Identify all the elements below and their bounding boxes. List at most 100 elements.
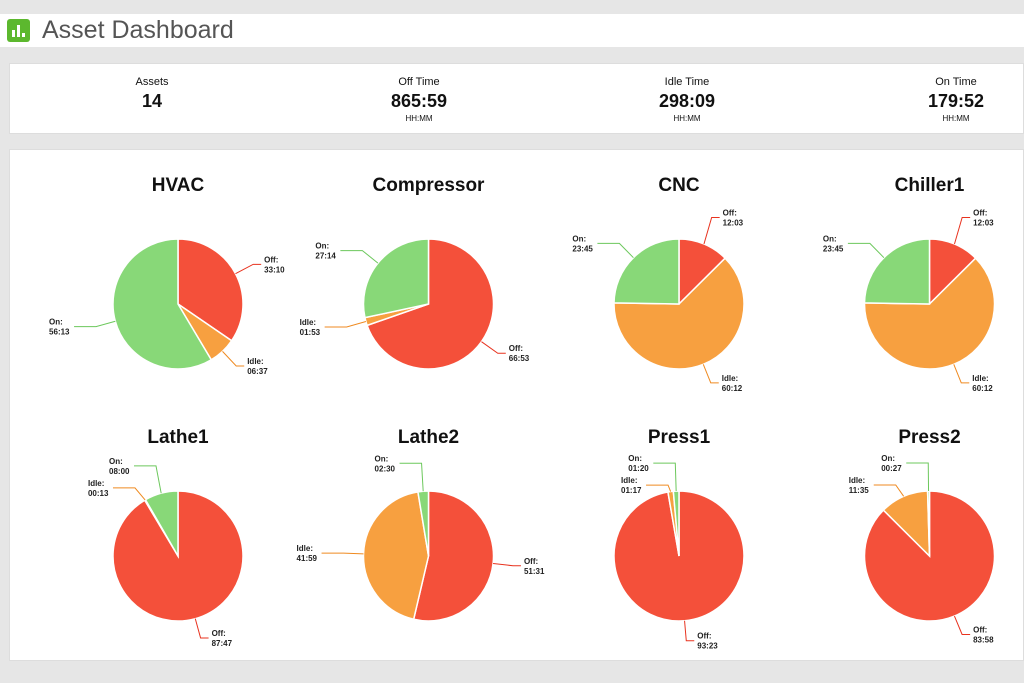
pie-chart-hvac: HVAC Off:33:10 Idle:06:37 On:56:13 (49, 175, 285, 376)
stat-value: 14 (141, 91, 163, 111)
slice-value: 01:20 (628, 464, 649, 473)
slice-value: 01:17 (621, 486, 642, 495)
pie-chart-cnc: CNC Off:12:03 Idle:60:12 On:23:45 (572, 175, 745, 393)
stat-assets: Assets 14 (72, 76, 232, 112)
chart-title: Compressor (373, 175, 486, 196)
slice-value: 33:10 (264, 265, 285, 274)
pie-slice-on[interactable] (863, 238, 931, 305)
slice-value: 87:47 (212, 639, 233, 648)
chart-title: Lathe2 (398, 427, 459, 448)
slice-value: 66:53 (509, 354, 530, 363)
slice-value: 83:58 (973, 635, 994, 644)
label-connector (222, 351, 245, 367)
chart-title: Press2 (898, 427, 960, 448)
label-connector (953, 217, 971, 245)
stat-label: Off Time (398, 76, 440, 88)
slice-label: Off: (973, 625, 987, 634)
label-connector (134, 465, 162, 494)
stat-idle-time: Idle Time 298:09 HH:MM (607, 76, 767, 123)
slice-value: 12:03 (973, 219, 994, 228)
chart-title: Press1 (648, 427, 711, 448)
slice-value: 12:03 (723, 219, 744, 228)
slice-value: 41:59 (297, 554, 318, 563)
stat-value: 865:59 (390, 91, 448, 111)
label-connector (684, 620, 695, 642)
stat-label: On Time (935, 76, 977, 88)
label-connector (703, 217, 720, 245)
slice-label: On: (628, 454, 642, 463)
pie-slice-off[interactable] (177, 238, 244, 342)
slice-label: Off: (524, 557, 538, 566)
chart-title: Lathe1 (147, 427, 209, 448)
slice-label: On: (109, 457, 123, 466)
slice-value: 02:30 (375, 464, 396, 473)
stat-unit: HH:MM (405, 114, 433, 123)
label-connector (873, 484, 905, 497)
label-connector (235, 263, 262, 275)
slice-label: Off: (973, 209, 987, 218)
slice-label: Idle: (722, 374, 738, 383)
slice-label: On: (49, 318, 63, 327)
slice-value: 01:53 (300, 328, 321, 337)
slice-value: 93:23 (697, 642, 718, 651)
pie-chart-lathe1: Lathe1 Off:87:47 Idle:00:13 On:08:00 (88, 427, 244, 648)
slice-label: Off: (264, 255, 278, 264)
stat-unit: HH:MM (942, 114, 970, 123)
slice-value: 06:37 (247, 367, 268, 376)
pie-chart-press1: Press1 Off:93:23 Idle:01:17 On:01:20 (613, 427, 745, 651)
app-header: Asset Dashboard (0, 14, 1024, 47)
pie-chart-compressor: Compressor Off:66:53 Idle:01:53 On:27:14 (300, 175, 530, 370)
label-connector (324, 321, 367, 328)
pie-chart-chiller1: Chiller1 Off:12:03 Idle:60:12 On:23:45 (823, 175, 996, 393)
stat-label: Idle Time (664, 76, 710, 88)
slice-label: Idle: (972, 374, 988, 383)
slice-label: Idle: (247, 357, 263, 366)
chart-title: Chiller1 (895, 175, 965, 196)
bar-chart-icon (7, 19, 30, 42)
label-connector (481, 341, 506, 354)
slice-label: On: (823, 234, 837, 243)
label-connector (906, 462, 930, 492)
pie-slice-idle[interactable] (362, 491, 430, 621)
slice-label: Off: (723, 209, 737, 218)
pie-slice-off[interactable] (412, 490, 495, 622)
pie-slice-idle[interactable] (613, 257, 745, 370)
slice-label: Off: (697, 632, 711, 641)
label-connector (399, 462, 424, 492)
page-title: Asset Dashboard (42, 16, 234, 44)
slice-value: 11:35 (849, 486, 870, 495)
pie-slice-on[interactable] (362, 238, 430, 319)
summary-panel: Assets 14 Off Time 865:59 HH:MM Idle Time 29… (9, 63, 1024, 134)
pie-charts: HVACOff:33:10Idle:06:37On:56:13Compresso… (49, 175, 996, 651)
slice-label: Idle: (88, 479, 104, 488)
stat-value: 179:52 (927, 91, 985, 111)
label-connector (702, 364, 719, 384)
stat-off-time: Off Time 865:59 HH:MM (339, 76, 499, 123)
slice-value: 08:00 (109, 467, 130, 476)
slice-label: Idle: (849, 476, 865, 485)
slice-label: On: (375, 454, 389, 463)
label-connector (847, 242, 885, 259)
pie-chart-lathe2: Lathe2 Off:51:31 Idle:41:59 On:02:30 (297, 427, 545, 622)
slice-value: 56:13 (49, 328, 70, 337)
pie-slice-off[interactable] (366, 238, 495, 370)
chart-title: HVAC (152, 175, 205, 196)
pie-slice-on[interactable] (613, 238, 680, 305)
stat-value: 298:09 (658, 91, 716, 111)
pie-slice-idle[interactable] (863, 257, 996, 370)
slice-label: On: (572, 234, 586, 243)
stat-on-time: On Time 179:52 HH:MM (876, 76, 1024, 123)
slice-label: Off: (509, 344, 523, 353)
slice-label: Off: (212, 629, 226, 638)
label-connector (74, 320, 116, 328)
chart-title: CNC (658, 175, 699, 196)
slice-label: On: (881, 454, 895, 463)
label-connector (646, 484, 672, 492)
label-connector (653, 462, 677, 492)
label-connector (194, 618, 209, 639)
slice-value: 51:31 (524, 567, 545, 576)
slice-value: 60:12 (722, 384, 743, 393)
label-connector (493, 562, 521, 567)
slice-value: 23:45 (572, 244, 593, 253)
label-connector (953, 615, 971, 635)
